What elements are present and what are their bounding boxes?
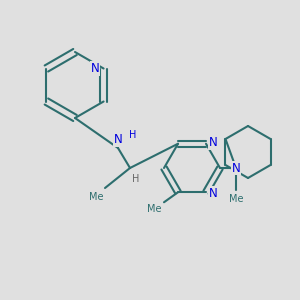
Text: N: N bbox=[114, 133, 122, 146]
Text: N: N bbox=[232, 161, 240, 175]
Text: N: N bbox=[209, 136, 218, 149]
Text: N: N bbox=[91, 62, 100, 75]
Text: H: H bbox=[129, 130, 136, 140]
Text: Me: Me bbox=[229, 194, 243, 204]
Text: Me: Me bbox=[148, 204, 162, 214]
Text: Me: Me bbox=[88, 192, 103, 202]
Text: N: N bbox=[209, 187, 218, 200]
Text: H: H bbox=[132, 174, 140, 184]
